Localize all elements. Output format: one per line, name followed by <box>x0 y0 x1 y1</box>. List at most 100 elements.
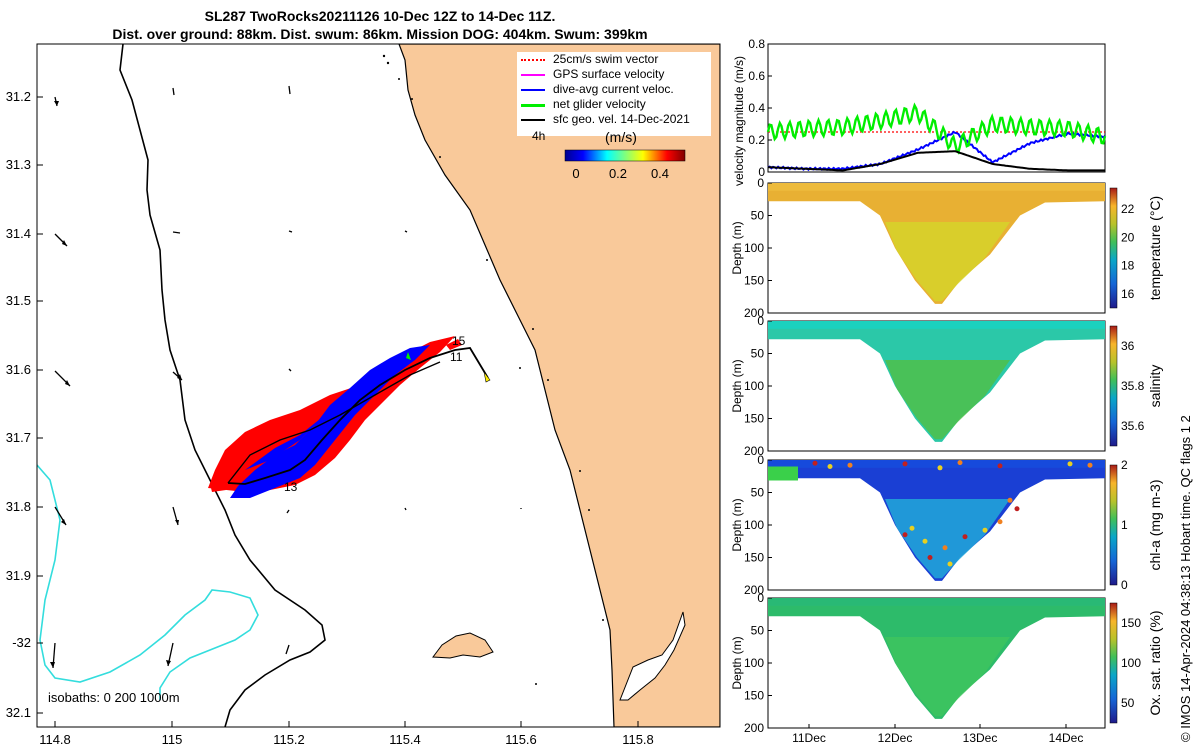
rottnest-island <box>432 632 494 659</box>
chla-sample-dot <box>1087 462 1093 468</box>
section-colorbar <box>1109 464 1118 586</box>
colorbar-tick-label: 150 <box>1121 616 1141 630</box>
time-tick-label: 12Dec <box>878 731 913 745</box>
isobaths-label: isobaths: 0 200 1000m <box>48 690 180 705</box>
chla-sample-dot <box>1014 506 1020 512</box>
colorbar-label: chl-a (mg m-3) <box>1147 479 1163 570</box>
speed-colorbar <box>564 149 686 162</box>
chla-sample-dot <box>909 525 915 531</box>
lat-tick-label: 31.2 <box>6 89 31 104</box>
chla-sample-dot <box>812 460 818 466</box>
chla-sample-dot <box>927 555 933 560</box>
colorbar-tick-label: 0 <box>1121 578 1128 592</box>
depth-tick-label: 0 <box>757 314 764 328</box>
chla-sample-dot <box>1067 461 1073 467</box>
depth-axis-label: Depth (m) <box>730 221 744 274</box>
figure-title: SL287 TwoRocks20211126 10-Dec 12Z to 14-… <box>204 8 556 24</box>
lon-tick-label: 114.8 <box>39 732 71 747</box>
velocity-series-line <box>767 150 1105 172</box>
glider-track <box>208 336 491 498</box>
footer-note: © IMOS 14-Apr-2024 04:38:13 Hobart time.… <box>1178 415 1193 742</box>
depth-tick-label: 0 <box>757 453 764 467</box>
chla-sample-dot <box>902 461 908 467</box>
track-label-15: 15 <box>452 334 466 348</box>
chla-sample-dot <box>947 561 953 567</box>
lon-tick-label: 115.4 <box>389 732 421 747</box>
depth-tick-label: 0 <box>757 176 764 190</box>
section-colorbar <box>1109 602 1118 724</box>
depth-tick-label: 200 <box>744 444 764 458</box>
depth-axis-label: Depth (m) <box>730 498 744 551</box>
figure-subtitle: Dist. over ground: 88km. Dist. swum: 86k… <box>112 26 648 42</box>
colorbar-tick-label: 2 <box>1121 458 1128 472</box>
velocity-ytick: 0.8 <box>748 37 765 51</box>
lon-tick-label: 115.2 <box>273 732 305 747</box>
lon-tick-label: 115.6 <box>505 732 537 747</box>
colorbar-tick-label: 50 <box>1121 696 1135 710</box>
colorbar-tick-label: 35.6 <box>1121 419 1145 433</box>
depth-axis-label: Depth (m) <box>730 359 744 412</box>
section-panel-temperature: 0 50 100 150 200 Depth (m) 16 18 20 22 temperature… <box>730 176 1163 320</box>
lat-tick-label: 31.5 <box>6 293 31 308</box>
estuary-outline <box>619 611 686 701</box>
legend-net-glider-velocity: net glider velocity <box>517 97 711 112</box>
colorbar-tick-0.4: 0.4 <box>651 166 669 181</box>
section-colorbar <box>1109 187 1118 309</box>
isobath-1000m <box>37 464 259 700</box>
chla-sample-dot <box>997 519 1003 525</box>
lat-tick-label: 31.4 <box>6 226 31 241</box>
chla-sample-dot <box>942 545 948 551</box>
depth-tick-label: 50 <box>751 209 765 223</box>
time-tick-label: 13Dec <box>963 731 998 745</box>
scale-label: 4h <box>532 129 546 143</box>
legend-sfc-geo-velocity: sfc geo. vel. 14-Dec-2021 <box>517 112 711 127</box>
colorbar-tick-0: 0 <box>572 166 579 181</box>
colorbar-label: salinity <box>1147 365 1163 408</box>
velocity-ylabel: velocity magnitude (m/s) <box>732 56 746 186</box>
lon-tick-label: 115.8 <box>622 732 654 747</box>
velocity-ytick: 0 <box>758 165 765 179</box>
colorbar-tick-0.2: 0.2 <box>609 166 627 181</box>
colorbar-tick-label: 16 <box>1121 287 1135 301</box>
lat-tick-label: 31.6 <box>6 362 31 377</box>
colorbar-tick-label: 36 <box>1121 339 1135 353</box>
section-colorbar <box>1109 325 1118 447</box>
time-tick-label: 14Dec <box>1049 731 1084 745</box>
colorbar-tick-label: 18 <box>1121 259 1135 273</box>
lat-tick-label: 31.9 <box>6 568 31 583</box>
lat-tick-label: 31.7 <box>6 430 31 445</box>
depth-tick-label: 0 <box>757 591 764 605</box>
chla-sample-dot <box>922 538 928 544</box>
colorbar-tick-label: 35.8 <box>1121 379 1145 393</box>
colorbar-tick-label: 22 <box>1121 202 1135 216</box>
current-vectors-blue <box>230 345 430 498</box>
velocity-series-line <box>767 130 1106 172</box>
land-area <box>398 44 720 727</box>
lat-tick-label: -32 <box>12 635 31 650</box>
chla-sample-dot <box>827 464 833 469</box>
velocity-ytick: 0.6 <box>748 69 765 83</box>
depth-tick-label: 150 <box>744 412 764 426</box>
shelf-break-line <box>119 44 326 727</box>
colorbar-tick-label: 1 <box>1121 518 1128 532</box>
depth-tick-label: 150 <box>744 274 764 288</box>
legend-gps-velocity: GPS surface velocity <box>517 67 711 82</box>
chla-sample-dot <box>937 465 943 471</box>
track-label-11: 11 <box>450 350 463 364</box>
chla-sample-dot <box>1007 497 1013 503</box>
depth-tick-label: 100 <box>744 656 764 670</box>
chla-sample-dot <box>962 534 968 540</box>
legend-swim-vector: 25cm/s swim vector <box>517 52 711 67</box>
depth-tick-label: 200 <box>744 306 764 320</box>
velocity-ytick: 0.2 <box>748 133 765 147</box>
section-panel-oxygen: 0 50 100 150 200 Depth (m) 50 100 150 Ox. sat. ra… <box>730 591 1163 735</box>
colorbar-tick-label: 100 <box>1121 656 1141 670</box>
depth-tick-label: 100 <box>744 518 764 532</box>
time-tick-label: 11Dec <box>792 731 826 745</box>
colorbar-label: Ox. sat. ratio (%) <box>1147 610 1163 715</box>
map-panel: 15 11 13 114.8 115 115.2 115.4 115.6 115.8 31… <box>6 43 721 747</box>
velocity-series-line <box>766 102 1107 155</box>
colorbar-label: temperature (°C) <box>1147 196 1163 300</box>
chla-sample-dot <box>957 460 963 466</box>
